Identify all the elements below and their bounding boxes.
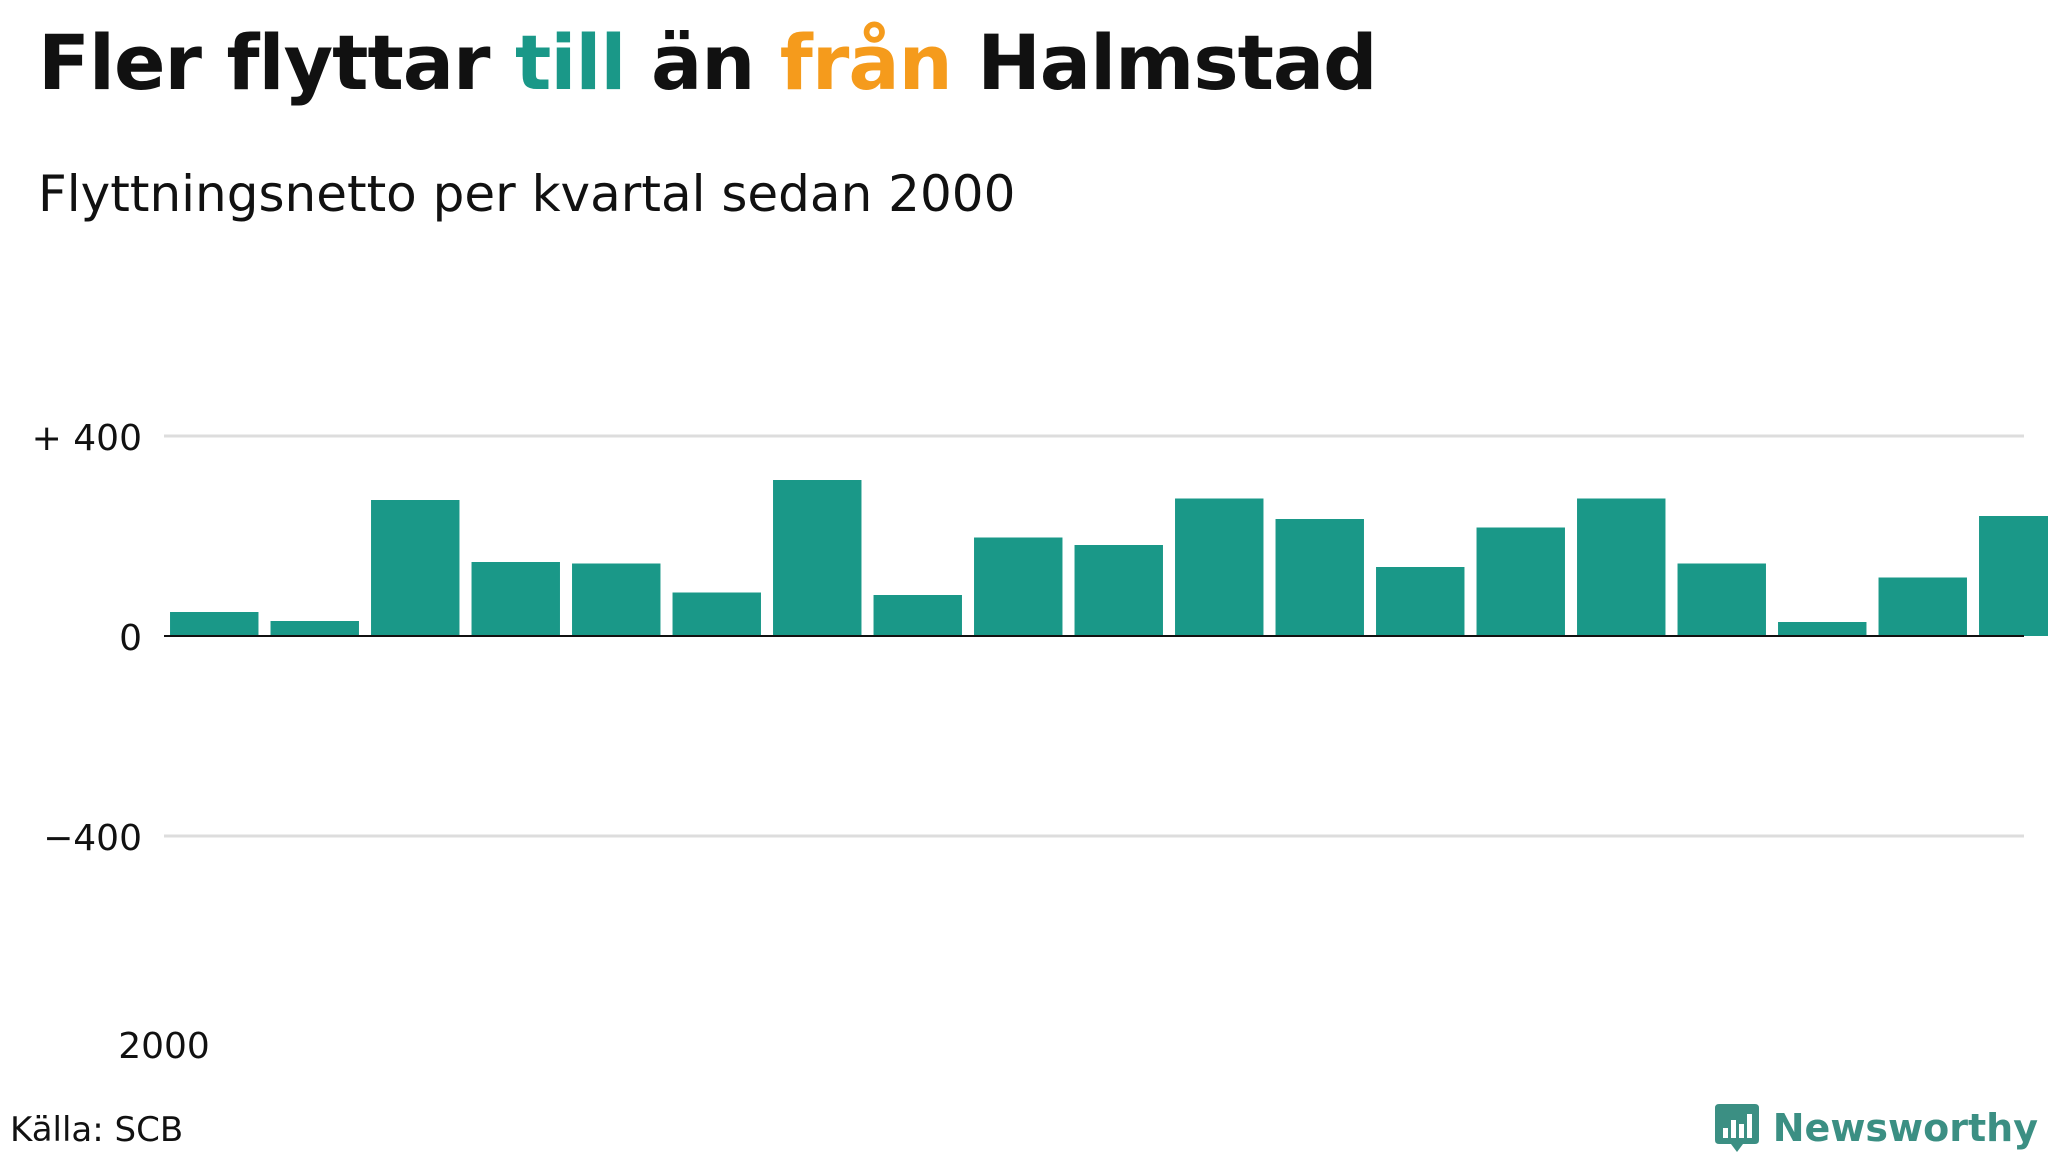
y-tick-label: −400 (43, 818, 142, 859)
bar (1979, 516, 2048, 636)
title-part-2: än (625, 18, 780, 107)
chart-subtitle: Flyttningsnetto per kvartal sedan 2000 (38, 165, 1016, 223)
title-part-1: Fler flyttar (38, 18, 515, 107)
bar (974, 537, 1063, 636)
source-note: Källa: SCB (10, 1110, 184, 1150)
bar (270, 621, 359, 636)
bars (170, 480, 2048, 636)
bar (1376, 567, 1465, 636)
gridlines (164, 434, 2024, 838)
bar (170, 612, 259, 636)
bar (873, 595, 962, 636)
x-tick-label: 2000 (118, 1026, 210, 1067)
y-tick-label: + 400 (32, 418, 142, 459)
bar-chart-speech-bubble-icon (1714, 1104, 1759, 1152)
newsworthy-brand: Newsworthy (1713, 1102, 2038, 1154)
bar (1175, 498, 1264, 636)
title-highlight-till: till (515, 18, 626, 107)
title-part-3: Halmstad (951, 18, 1377, 107)
bar (1677, 563, 1766, 636)
bar (1074, 545, 1163, 636)
bar (1878, 577, 1967, 636)
title-highlight-fran: från (779, 18, 953, 107)
bar (672, 592, 761, 636)
bar (1577, 498, 1666, 636)
y-tick-label: 0 (119, 618, 142, 659)
bar (471, 562, 560, 636)
bar (773, 480, 862, 636)
chart-title: Fler flyttar till än från Halmstad (38, 18, 1378, 107)
bar (1476, 527, 1565, 636)
bar (572, 563, 661, 636)
bar (371, 500, 460, 636)
bar (1275, 519, 1364, 636)
bar (1778, 622, 1867, 636)
brand-name: Newsworthy (1772, 1106, 2038, 1150)
